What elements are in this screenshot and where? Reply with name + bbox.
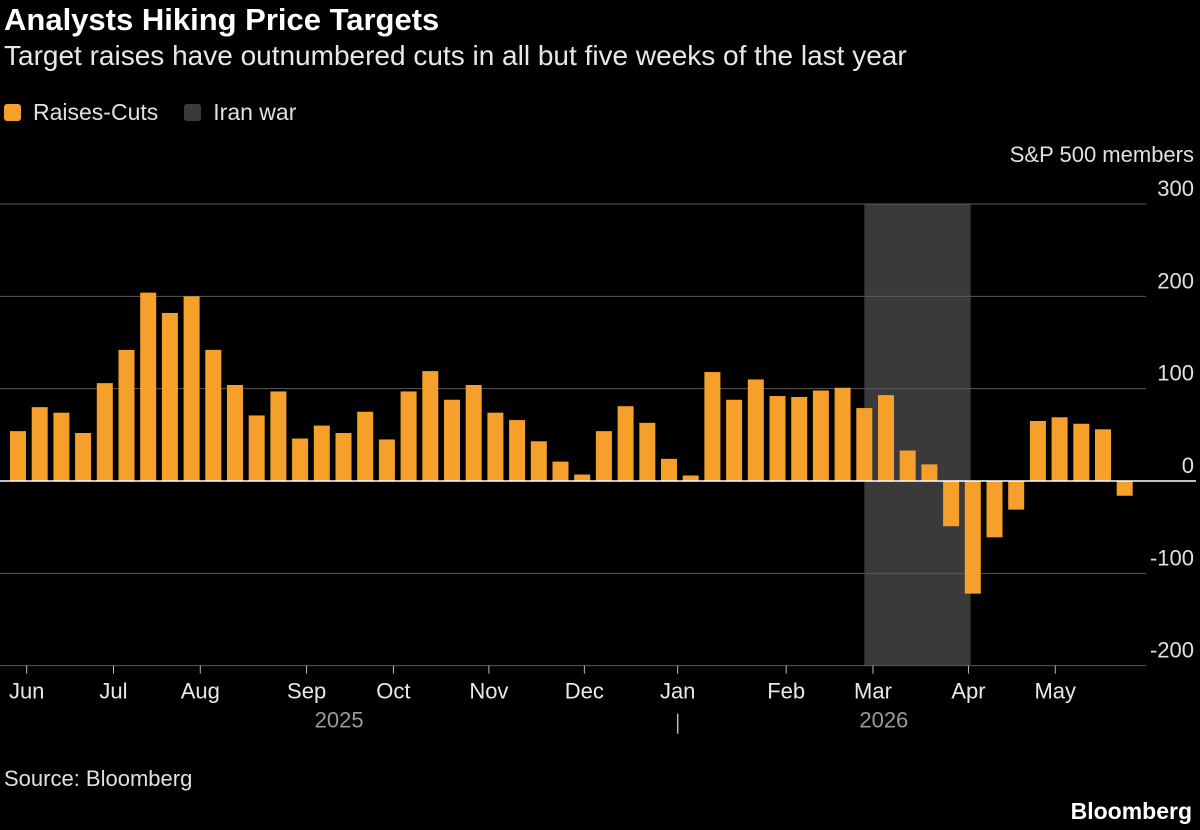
bar (1029, 420, 1046, 481)
bar (552, 461, 569, 481)
bar (639, 422, 656, 481)
legend-swatch-iran-war (184, 103, 202, 121)
y-tick-label: -200 (1150, 638, 1194, 663)
bar (878, 395, 894, 481)
bar (313, 425, 330, 481)
x-month-label: May (1034, 679, 1076, 704)
bar (205, 349, 222, 481)
bar (140, 292, 157, 481)
bar (96, 383, 113, 481)
x-year-label: 2025 (315, 708, 364, 733)
y-tick-label: 100 (1157, 361, 1194, 386)
bar (270, 391, 287, 481)
bar (726, 399, 743, 481)
x-month-label: Apr (951, 679, 985, 704)
bar (921, 464, 938, 481)
x-month-label: Sep (287, 679, 326, 704)
bar (899, 450, 916, 481)
bar (227, 384, 243, 481)
x-month-label: Nov (469, 679, 508, 704)
y-tick-label: 200 (1157, 268, 1194, 293)
bar (682, 475, 699, 481)
bar (335, 432, 352, 481)
bar (357, 411, 374, 481)
bar (964, 481, 981, 594)
bar (378, 439, 395, 481)
y-axis-unit-label: S&P 500 members (1009, 142, 1194, 167)
bar (812, 390, 829, 481)
x-month-label: Jan (660, 679, 695, 704)
x-month-label: Feb (767, 679, 805, 704)
bloomberg-logo: Bloomberg (1070, 798, 1192, 824)
bar (1051, 417, 1068, 481)
bar (53, 412, 70, 481)
x-month-label: Jun (9, 679, 44, 704)
bar (1095, 429, 1111, 481)
bar (769, 396, 786, 481)
bar (75, 432, 92, 481)
chart-title: Analysts Hiking Price Targets (4, 2, 440, 37)
bar (661, 458, 677, 481)
bar (248, 415, 265, 481)
bar (986, 481, 1003, 538)
bar (704, 372, 721, 481)
bar (943, 481, 960, 527)
bar (1008, 481, 1025, 510)
bar (1116, 481, 1133, 496)
bar (1073, 423, 1090, 481)
legend-item-raises-cuts: Raises-Cuts (4, 99, 158, 126)
legend-swatch-raises-cuts (4, 103, 21, 121)
bar (161, 312, 178, 481)
x-month-label: Aug (181, 679, 220, 704)
legend-label-raises-cuts: Raises-Cuts (33, 98, 159, 125)
chart-subtitle: Target raises have outnumbered cuts in a… (4, 40, 907, 71)
bar (292, 438, 309, 481)
bar (118, 349, 135, 481)
bar (617, 406, 634, 481)
bar (834, 387, 851, 481)
bar (183, 296, 200, 481)
bar-chart: 300 200 100 0 -100 -200 Jun Jul Aug Sep Oct Nov Dec J… (0, 176, 1196, 734)
bar (530, 441, 547, 481)
y-tick-label: -100 (1150, 545, 1194, 570)
legend: Raises-Cuts Iran war (4, 96, 322, 128)
bar (791, 396, 808, 481)
bar (465, 384, 482, 481)
source-note: Source: Bloomberg (4, 766, 193, 791)
bar (400, 391, 417, 481)
x-month-label: Mar (854, 679, 892, 704)
bar (856, 408, 873, 481)
bar (444, 399, 460, 481)
bar (747, 379, 764, 481)
bar (487, 412, 504, 481)
x-month-label: Oct (376, 679, 410, 704)
legend-item-iran-war: Iran war (184, 99, 296, 126)
legend-label-iran-war: Iran war (213, 98, 297, 125)
x-year-label: 2026 (859, 708, 908, 733)
y-tick-label: 300 (1157, 176, 1194, 201)
y-tick-label: 0 (1182, 453, 1194, 478)
x-month-label: Dec (565, 679, 604, 704)
bar (574, 474, 591, 481)
x-month-label: Jul (99, 679, 127, 704)
bar (10, 431, 26, 481)
bar (509, 420, 526, 481)
bar (595, 431, 612, 481)
bar (422, 371, 439, 481)
bar (31, 407, 48, 481)
